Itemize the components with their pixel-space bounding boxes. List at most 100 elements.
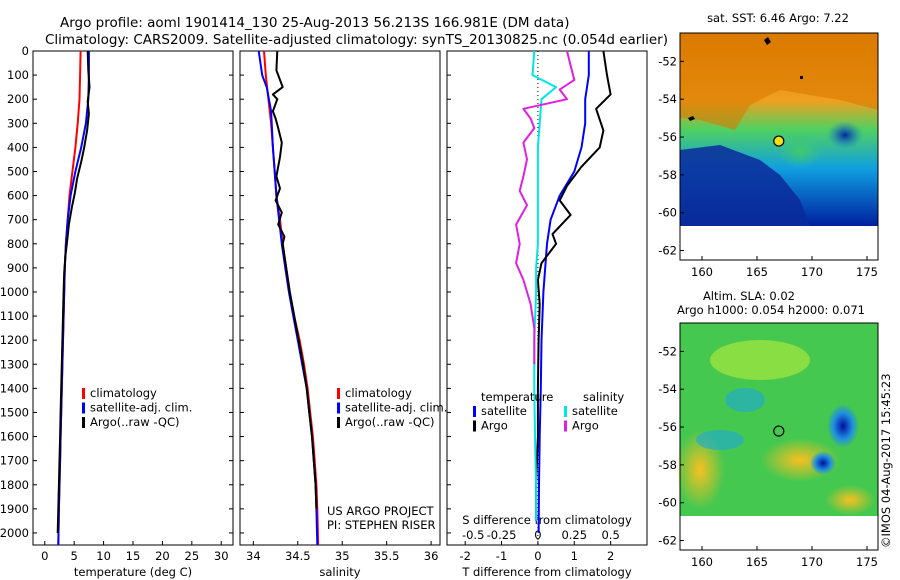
- temp-xtick-label: 20: [155, 549, 170, 563]
- temp-xlabel: temperature (deg C): [74, 565, 192, 579]
- diff-xtick-label-top: 0.25: [561, 528, 587, 542]
- diff-legend-header: salinity: [583, 390, 624, 404]
- header-line-1: Argo profile: aoml 1901414_130 25-Aug-20…: [60, 15, 569, 31]
- diff-xtick-label: -2: [459, 549, 470, 563]
- map-ytick-label: -52: [658, 54, 677, 68]
- map-sla-eddy-1: [827, 404, 859, 448]
- temperature-panel: 0100200300400500600700800900100011001200…: [0, 44, 234, 579]
- temp-xtick-label: 30: [214, 549, 229, 563]
- depth-tick-label: 100: [7, 68, 29, 82]
- map-xtick-label: 165: [746, 265, 768, 279]
- map-ytick-label: -58: [658, 458, 677, 472]
- diff-series-0: [537, 51, 590, 534]
- depth-tick-label: 1500: [0, 405, 29, 419]
- map-ytick-label: -62: [658, 534, 677, 548]
- diff-xtick-label: -1: [496, 549, 507, 563]
- depth-tick-label: 1200: [0, 333, 29, 347]
- map-sst-ticks: 160 165 170 175 -52 -54 -56 -58 -60 -62: [658, 54, 878, 279]
- map-sla-ticks: 160 165 170 175 -52 -54 -56 -58 -60 -62: [658, 344, 878, 569]
- depth-tick-label: 1900: [0, 502, 29, 516]
- depth-tick-label: 2000: [0, 526, 29, 540]
- map-sst-eddy: [827, 121, 863, 149]
- depth-tick-label: 700: [7, 213, 29, 227]
- diff-xlabel: T difference from climatology: [461, 565, 632, 579]
- depth-tick-label: 900: [7, 261, 29, 275]
- sal-xtick-label: 35: [335, 549, 350, 563]
- depth-tick-label: 200: [7, 92, 29, 106]
- depth-tick-label: 1700: [0, 454, 29, 468]
- map-xtick-label: 170: [801, 555, 823, 569]
- difference-panel: -2 -1 0 1 2 T difference from climatology S di…: [446, 50, 648, 579]
- map-ytick-label: -58: [658, 168, 677, 182]
- sal-series-2: [271, 50, 318, 509]
- diff-xtick-label-top: 0.5: [601, 528, 619, 542]
- header-line-2: Climatology: CARS2009. Satellite-adjuste…: [45, 32, 668, 48]
- diff-xlabel-top: S difference from climatology: [462, 513, 632, 527]
- diff-legend-label: satellite: [481, 404, 527, 418]
- diff-xtick-label: 0: [534, 549, 541, 563]
- diff-xtick-label-top: 0: [534, 528, 541, 542]
- map-sla-frame: [679, 322, 879, 551]
- project-line-1: US ARGO PROJECT: [327, 504, 435, 518]
- depth-tick-label: 1000: [0, 285, 29, 299]
- diff-legend-swatch: [473, 406, 476, 417]
- sal-xtick-label: 36: [424, 549, 439, 563]
- temp-legend-label: satellite-adj. clim.: [90, 401, 192, 415]
- map-sst-warm-patch: [680, 33, 878, 130]
- depth-tick-label: 800: [7, 237, 29, 251]
- temp-xtick-label: 15: [126, 549, 141, 563]
- temp-legend-swatch: [82, 417, 85, 428]
- map-sla-high-band: [710, 340, 810, 380]
- sal-legend-swatch: [337, 402, 340, 414]
- map-sla-argo-marker: [773, 425, 785, 437]
- temp-series-0: [57, 50, 82, 546]
- map-xtick-label: 160: [691, 265, 713, 279]
- imos-credit: ©IMOS 04-Aug-2017 15:45:23: [879, 373, 893, 548]
- sal-xtick-label: 34: [246, 549, 261, 563]
- map-sla-eddy-2: [810, 451, 836, 475]
- sal-xtick-label: 35.5: [374, 549, 400, 563]
- temp-xtick-label: 5: [71, 549, 78, 563]
- map-sla-warm-patch-1: [675, 430, 725, 510]
- depth-tick-label: 500: [7, 164, 29, 178]
- temp-legend-swatch: [82, 388, 85, 399]
- temp-xtick-label: 10: [96, 549, 111, 563]
- diff-frame: [446, 50, 648, 546]
- depth-tick-label: 1300: [0, 357, 29, 371]
- diff-series-2: [531, 50, 558, 521]
- map-ytick-label: -56: [658, 420, 677, 434]
- map-ytick-label: -54: [658, 382, 677, 396]
- depth-tick-label: 300: [7, 116, 29, 130]
- depth-tick-label: 1400: [0, 381, 29, 395]
- sal-legend-label: Argo(..raw -QC): [345, 415, 435, 429]
- temp-series-2: [56, 50, 91, 534]
- map-sla: Altim. SLA: 0.02 Argo h1000: 0.054 h2000…: [658, 289, 879, 569]
- map-ytick-label: -62: [658, 244, 677, 258]
- temp-xtick-label: 0: [41, 549, 48, 563]
- diff-legend-header: temperature: [481, 390, 553, 404]
- map-ytick-label: -60: [658, 496, 677, 510]
- diff-legend-label: Argo: [481, 419, 508, 433]
- diff-legend-label: satellite: [572, 404, 618, 418]
- sal-xtick-label: 34.5: [285, 549, 311, 563]
- map-sst-argo-marker: [773, 135, 785, 147]
- diff-xtick-label: 1: [571, 549, 578, 563]
- map-xtick-label: 170: [801, 265, 823, 279]
- diff-xtick-label: 2: [607, 549, 614, 563]
- map-ytick-label: -52: [658, 344, 677, 358]
- map-sst: sat. SST: 6.46 Argo: 7.22 160 165 170 175 -5…: [658, 11, 879, 279]
- diff-legend-swatch: [564, 406, 567, 417]
- sal-legend-label: climatology: [345, 386, 412, 400]
- diff-series-3: [515, 50, 576, 365]
- sal-legend-swatch: [337, 388, 340, 399]
- sal-series-1: [257, 50, 319, 546]
- sal-xlabel: salinity: [319, 565, 360, 579]
- diff-legend-swatch: [473, 420, 476, 432]
- map-sst-frame: [679, 32, 879, 261]
- map-sla-title-1: Altim. SLA: 0.02: [703, 289, 795, 303]
- sal-legend-swatch: [337, 417, 340, 428]
- map-ytick-label: -60: [658, 206, 677, 220]
- map-sst-cold-patch: [680, 145, 810, 226]
- map-xtick-label: 165: [746, 555, 768, 569]
